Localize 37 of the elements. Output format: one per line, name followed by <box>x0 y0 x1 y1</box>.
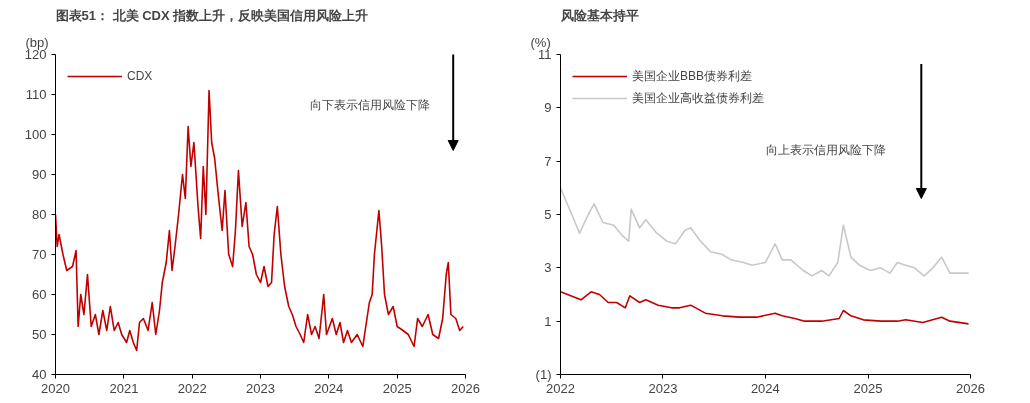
y-tick-label: 70 <box>32 247 47 262</box>
annotation: 向上表示信用风险下降 <box>765 142 886 157</box>
y-tick-label: 60 <box>32 287 47 302</box>
x-tick-label: 2025 <box>853 380 883 396</box>
legend-label: CDX <box>127 69 153 83</box>
y-axis-title: (%) <box>530 34 551 50</box>
x-tick-label: 2023 <box>648 380 678 396</box>
y-tick-label: 9 <box>544 100 552 116</box>
y-tick-label: 50 <box>32 327 47 342</box>
y-tick-label: 110 <box>25 87 47 102</box>
y-tick-label: 100 <box>24 127 47 142</box>
x-tick-label: 2021 <box>109 380 139 396</box>
line-series <box>55 89 465 352</box>
y-tick-label: 90 <box>32 167 47 182</box>
line-series <box>560 187 970 277</box>
x-tick-label: 2023 <box>246 380 275 396</box>
x-tick-label: 2024 <box>750 380 780 396</box>
y-axis-title: (bp) <box>25 34 49 50</box>
x-tick-label: 2024 <box>314 380 344 396</box>
x-tick-label: 2026 <box>956 380 985 396</box>
y-tick-label: 40 <box>32 367 47 382</box>
legend-label: 美国企业高收益债券利差 <box>632 89 764 107</box>
x-tick-label: 2020 <box>41 380 70 396</box>
y-tick-label: (1) <box>535 367 552 382</box>
chart-title: 图表51： 北美 CDX 指数上升，反映美国信用风险上升 <box>55 7 369 23</box>
x-tick-label: 2026 <box>451 380 480 396</box>
legend-label: 美国企业BBB债券利差 <box>632 67 753 85</box>
y-tick-label: 7 <box>544 153 552 169</box>
y-tick-label: 1 <box>544 313 552 329</box>
y-tick-label: 5 <box>544 207 552 222</box>
y-tick-label: 3 <box>544 260 552 276</box>
x-tick-label: 2025 <box>382 380 412 396</box>
chart-title: 风险基本持平 <box>559 7 639 23</box>
annotation: 向下表示信用风险下降 <box>309 98 430 113</box>
x-tick-label: 2022 <box>177 380 207 396</box>
y-tick-label: 80 <box>32 207 47 222</box>
line-series <box>560 291 970 325</box>
